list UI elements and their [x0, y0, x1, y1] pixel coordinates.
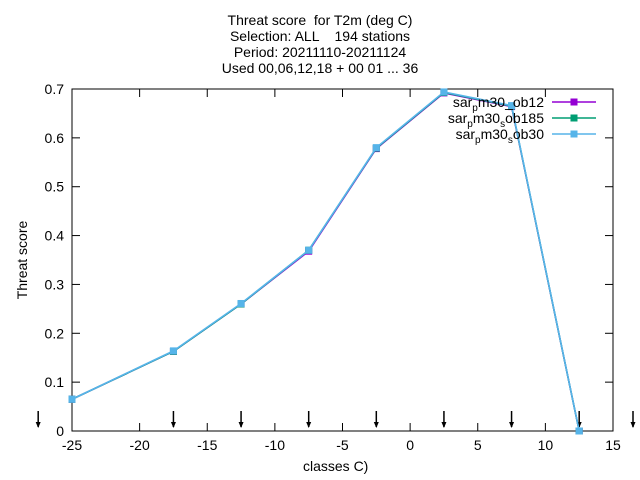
- y-tick-label: 0.7: [45, 81, 65, 97]
- chart-title-line-2: Selection: ALL 194 stations: [229, 28, 411, 44]
- x-tick-label: 5: [474, 437, 482, 453]
- class-arrow-head: [306, 422, 312, 428]
- x-tick-label: -5: [336, 437, 349, 453]
- series-line-3: [71, 91, 580, 432]
- chart-title-line-4: Used 00,06,12,18 + 00 01 ... 36: [221, 60, 419, 76]
- y-tick-label: 0.2: [45, 325, 65, 341]
- x-tick-label: -10: [265, 437, 285, 453]
- series-3-point: [68, 395, 76, 403]
- chart-title-line-3: Period: 20211110-20211124: [233, 44, 407, 60]
- class-arrow-head: [35, 422, 41, 428]
- legend-label-2: sarpm30sob185: [448, 110, 544, 130]
- y-tick-label: 0.1: [45, 374, 65, 390]
- y-tick-label: 0.5: [45, 179, 65, 195]
- series-3-point: [575, 427, 583, 435]
- series-line-1: [71, 92, 580, 432]
- series-3-point: [169, 347, 177, 355]
- y-tick-label: 0: [56, 423, 64, 439]
- class-arrow-head: [373, 422, 379, 428]
- class-arrow-head: [630, 422, 636, 428]
- series-3-point: [440, 88, 448, 96]
- x-tick-label: 0: [406, 437, 414, 453]
- series-3-point: [372, 144, 380, 152]
- legend-swatch-marker-3: [570, 130, 578, 138]
- class-arrow-head: [170, 422, 176, 428]
- legend-label-3: sarpm30sob30: [456, 126, 545, 146]
- chart-title-line-1: Threat score for T2m (deg C): [227, 12, 413, 28]
- x-axis-label: classes C): [303, 458, 369, 474]
- series-3-point: [508, 102, 516, 110]
- x-tick-label: -20: [130, 437, 150, 453]
- x-tick-label: -25: [62, 437, 82, 453]
- y-tick-label: 0.4: [45, 228, 65, 244]
- y-tick-label: 0.3: [45, 276, 65, 292]
- legend-swatch-marker-2: [570, 114, 578, 122]
- x-tick-label: 10: [538, 437, 554, 453]
- series-3-point: [305, 246, 313, 254]
- legend-label-1: sarpm30_ob12: [453, 94, 544, 114]
- y-tick-label: 0.6: [45, 130, 65, 146]
- class-arrow-head: [441, 422, 447, 428]
- x-tick-label: -15: [197, 437, 217, 453]
- class-arrow-head: [509, 422, 515, 428]
- series-3-point: [237, 299, 245, 307]
- legend-swatch-marker-1: [570, 98, 578, 106]
- x-tick-label: 15: [605, 437, 621, 453]
- series-line-2: [71, 91, 580, 432]
- class-arrow-head: [238, 422, 244, 428]
- y-axis-label: Threat score: [14, 220, 30, 300]
